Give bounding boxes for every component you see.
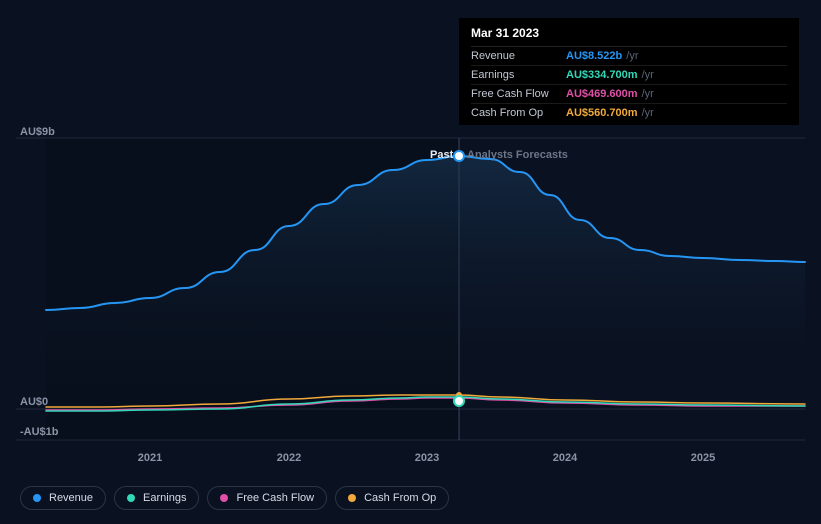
forecast-label: Analysts Forecasts <box>467 149 568 161</box>
x-axis-label: 2022 <box>277 452 301 464</box>
tooltip-label: Cash From Op <box>471 107 566 119</box>
tooltip-value: AU$334.700m <box>566 69 638 81</box>
x-axis-label: 2024 <box>553 452 577 464</box>
tooltip-row-earnings: Earnings AU$334.700m /yr <box>471 66 787 85</box>
legend-dot-icon <box>33 494 41 502</box>
tooltip-unit: /yr <box>626 50 638 62</box>
tooltip-row-revenue: Revenue AU$8.522b /yr <box>471 47 787 66</box>
tooltip: Mar 31 2023 Revenue AU$8.522b /yr Earnin… <box>459 18 799 125</box>
legend-dot-icon <box>348 494 356 502</box>
past-label: Past <box>430 149 453 161</box>
legend-item-cfo[interactable]: Cash From Op <box>335 486 449 510</box>
tooltip-value: AU$560.700m <box>566 107 638 119</box>
tooltip-row-cfo: Cash From Op AU$560.700m /yr <box>471 104 787 125</box>
tooltip-date: Mar 31 2023 <box>471 26 787 47</box>
tooltip-unit: /yr <box>642 69 654 81</box>
chart-container: AU$9b AU$0 -AU$1b 2021 2022 2023 2024 20… <box>0 0 821 524</box>
tooltip-label: Free Cash Flow <box>471 88 566 100</box>
tooltip-label: Earnings <box>471 69 566 81</box>
tooltip-unit: /yr <box>642 107 654 119</box>
y-axis-label: AU$0 <box>20 396 48 408</box>
x-axis-label: 2021 <box>138 452 162 464</box>
tooltip-label: Revenue <box>471 50 566 62</box>
legend-item-revenue[interactable]: Revenue <box>20 486 106 510</box>
legend-dot-icon <box>127 494 135 502</box>
y-axis-label: -AU$1b <box>20 426 59 438</box>
legend-label: Cash From Op <box>364 492 436 504</box>
x-axis-label: 2025 <box>691 452 715 464</box>
y-axis-label: AU$9b <box>20 126 55 138</box>
legend-item-fcf[interactable]: Free Cash Flow <box>207 486 327 510</box>
tooltip-value: AU$8.522b <box>566 50 622 62</box>
x-axis-label: 2023 <box>415 452 439 464</box>
legend-label: Revenue <box>49 492 93 504</box>
legend-label: Free Cash Flow <box>236 492 314 504</box>
legend: Revenue Earnings Free Cash Flow Cash Fro… <box>20 486 449 510</box>
legend-item-earnings[interactable]: Earnings <box>114 486 199 510</box>
tooltip-value: AU$469.600m <box>566 88 638 100</box>
legend-label: Earnings <box>143 492 186 504</box>
tooltip-row-fcf: Free Cash Flow AU$469.600m /yr <box>471 85 787 104</box>
legend-dot-icon <box>220 494 228 502</box>
tooltip-unit: /yr <box>642 88 654 100</box>
